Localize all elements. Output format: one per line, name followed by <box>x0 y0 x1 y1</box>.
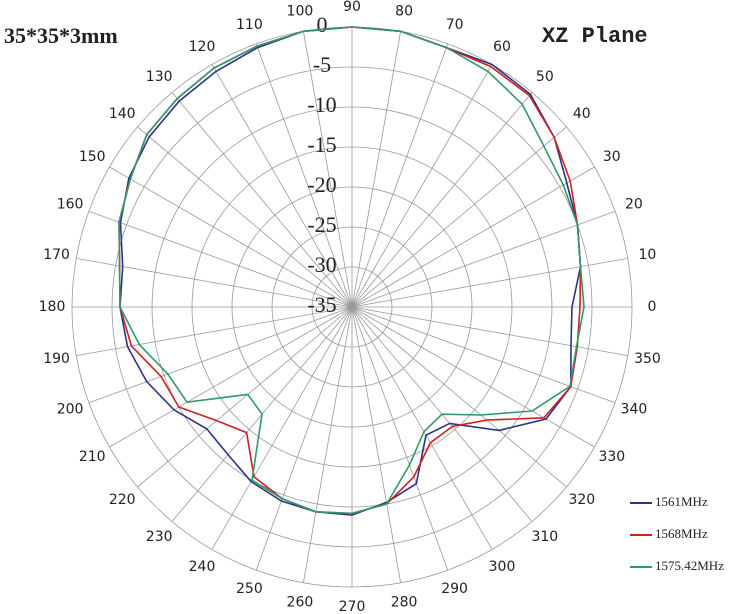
grid-spoke <box>171 92 353 308</box>
legend-label: 1575.42MHz <box>655 558 724 573</box>
angle-tick-label: 20 <box>625 196 643 212</box>
angle-tick-label: 330 <box>598 449 625 465</box>
grid-spoke <box>88 210 353 308</box>
grid-spoke <box>351 306 402 583</box>
grid-spoke <box>351 126 567 308</box>
angle-tick-label: 250 <box>236 581 263 597</box>
angle-tick-label: 210 <box>79 449 106 465</box>
angle-tick-label: 120 <box>189 39 216 55</box>
angle-tick-label: 70 <box>446 17 464 33</box>
radial-tick-label: -25 <box>307 212 336 237</box>
angle-tick-label: 0 <box>648 299 657 315</box>
grid-spoke <box>76 306 353 357</box>
angle-tick-label: 110 <box>236 17 263 33</box>
angle-tick-label: 260 <box>287 594 314 610</box>
grid-spoke <box>88 306 353 404</box>
grid-spoke <box>351 43 449 308</box>
grid-spoke <box>351 64 493 308</box>
chart-title: 35*35*3mm <box>4 23 118 48</box>
angle-tick-label: 40 <box>573 106 591 122</box>
angle-tick-label: 240 <box>189 559 216 575</box>
grid-spoke <box>302 31 353 308</box>
angle-tick-label: 340 <box>621 402 648 418</box>
radial-tick-label: -20 <box>307 172 336 197</box>
series-line <box>119 26 582 516</box>
grid-spoke <box>351 306 449 571</box>
grid-spoke <box>109 166 353 308</box>
angle-tick-label: 30 <box>603 149 621 165</box>
grid-spoke <box>351 306 493 550</box>
grid-spoke <box>351 166 595 308</box>
angle-tick-label: 140 <box>109 106 136 122</box>
angle-tick-label: 230 <box>146 529 173 545</box>
grid-spoke <box>351 306 567 488</box>
grid-spoke <box>351 306 628 357</box>
angle-tick-label: 100 <box>287 4 314 20</box>
radial-tick-label: -35 <box>307 292 336 317</box>
grid-spoke <box>255 43 353 308</box>
angle-tick-label: 270 <box>339 599 366 614</box>
legend-label: 1568MHz <box>655 526 708 541</box>
grid-spoke <box>255 306 353 571</box>
grid-spoke <box>351 210 616 308</box>
legend-label: 1561MHz <box>655 494 708 509</box>
grid-spoke <box>211 306 353 550</box>
radial-tick-label: -30 <box>307 252 336 277</box>
grid-spoke <box>302 306 353 583</box>
angle-tick-label: 190 <box>43 351 70 367</box>
grid-spoke <box>137 126 353 308</box>
angle-tick-label: 300 <box>489 559 516 575</box>
grid-spoke <box>137 306 353 488</box>
radial-tick-label: 0 <box>317 12 328 37</box>
angle-tick-label: 310 <box>531 529 558 545</box>
angle-tick-label: 220 <box>109 492 136 508</box>
angle-tick-label: 180 <box>39 299 66 315</box>
radial-tick-label: -5 <box>313 52 331 77</box>
radial-tick-label: -15 <box>307 132 336 157</box>
angle-tick-label: 350 <box>634 351 661 367</box>
grid-spoke <box>109 306 353 448</box>
angle-tick-label: 160 <box>57 196 84 212</box>
series-line <box>118 26 585 515</box>
angle-tick-label: 320 <box>568 492 595 508</box>
grid-spoke <box>351 92 533 308</box>
angle-tick-label: 130 <box>146 69 173 85</box>
angle-tick-label: 10 <box>639 247 657 263</box>
radial-tick-label: -10 <box>307 92 336 117</box>
angle-tick-label: 290 <box>441 581 468 597</box>
chart-subtitle: XZ Plane <box>542 24 648 49</box>
angle-tick-label: 80 <box>395 4 413 20</box>
angle-tick-label: 150 <box>79 149 106 165</box>
grid-spoke <box>351 257 628 308</box>
angle-tick-label: 50 <box>536 69 554 85</box>
grid-spoke <box>211 64 353 308</box>
angle-tick-label: 280 <box>391 594 418 610</box>
grid-spoke <box>351 31 402 308</box>
angle-tick-label: 200 <box>57 402 84 418</box>
grid-spoke <box>351 306 595 448</box>
angle-tick-label: 60 <box>493 39 511 55</box>
angle-tick-label: 170 <box>43 247 70 263</box>
angle-tick-label: 90 <box>343 0 361 15</box>
